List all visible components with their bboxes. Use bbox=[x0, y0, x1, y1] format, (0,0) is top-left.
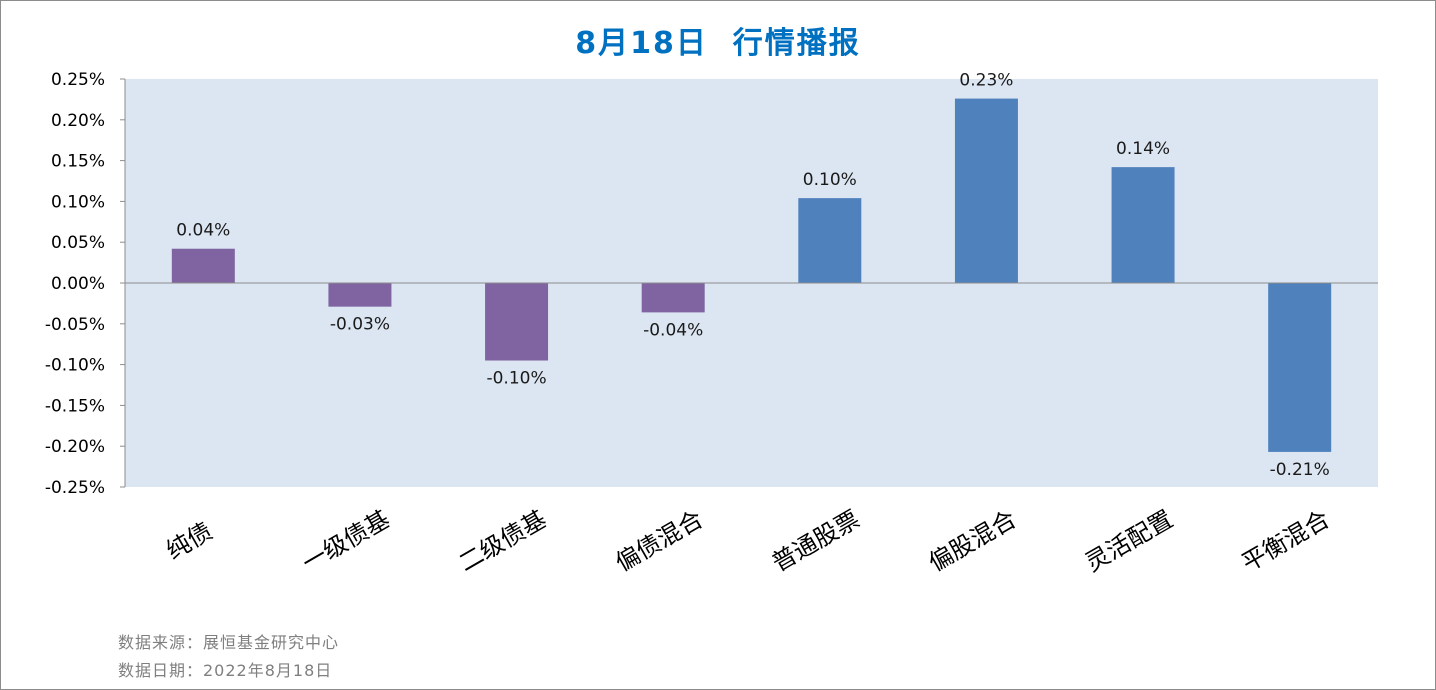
category-label: 一级债基 bbox=[297, 505, 394, 577]
data-label: 0.23% bbox=[959, 71, 1013, 91]
data-label: -0.10% bbox=[486, 369, 546, 389]
bar bbox=[798, 198, 862, 283]
y-tick-label: -0.10% bbox=[45, 356, 105, 376]
data-label: -0.21% bbox=[1270, 460, 1330, 480]
data-source-note: 数据来源：展恒基金研究中心 bbox=[118, 633, 340, 652]
y-tick-label: -0.05% bbox=[45, 315, 105, 335]
y-tick-label: -0.25% bbox=[45, 478, 105, 498]
y-tick-label: -0.15% bbox=[45, 396, 105, 416]
bar bbox=[1268, 283, 1332, 452]
category-label: 平衡混合 bbox=[1237, 505, 1334, 577]
y-tick-label: 0.25% bbox=[51, 70, 105, 90]
category-label: 二级债基 bbox=[454, 505, 551, 577]
bar bbox=[171, 248, 235, 283]
bar bbox=[641, 283, 705, 313]
data-label: 0.14% bbox=[1116, 139, 1170, 159]
data-label: 0.10% bbox=[803, 170, 857, 190]
category-label: 偏债混合 bbox=[611, 505, 708, 577]
category-label: 普通股票 bbox=[767, 505, 864, 577]
bar bbox=[328, 283, 392, 307]
data-date-note: 数据日期：2022年8月18日 bbox=[118, 661, 333, 680]
y-tick-label: 0.05% bbox=[51, 233, 105, 253]
data-label: -0.03% bbox=[330, 315, 390, 335]
category-label: 灵活配置 bbox=[1080, 505, 1177, 577]
chart-title: 8月18日 行情播报 bbox=[575, 26, 861, 61]
y-tick-label: -0.20% bbox=[45, 437, 105, 457]
y-tick-label: 0.20% bbox=[51, 111, 105, 131]
category-label: 纯债 bbox=[162, 517, 218, 565]
y-tick-label: 0.00% bbox=[51, 274, 105, 294]
data-label: -0.04% bbox=[643, 320, 703, 340]
bar bbox=[485, 283, 549, 361]
bar bbox=[1111, 167, 1175, 283]
y-tick-label: 0.15% bbox=[51, 152, 105, 172]
category-label: 偏股混合 bbox=[924, 505, 1021, 577]
data-label: 0.04% bbox=[176, 221, 230, 241]
y-tick-label: 0.10% bbox=[51, 192, 105, 212]
bar bbox=[954, 98, 1018, 283]
